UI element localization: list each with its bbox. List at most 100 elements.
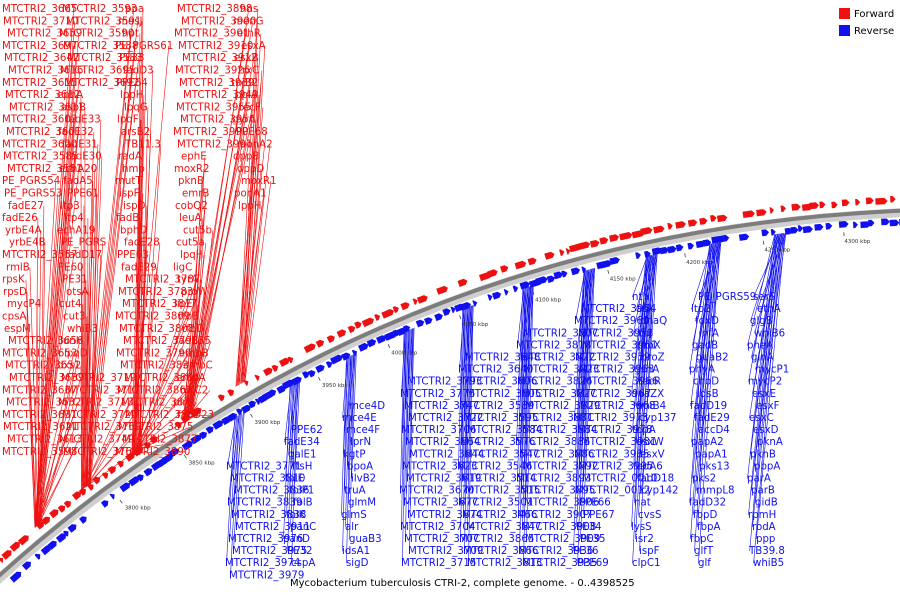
genome-backbone [0,208,900,578]
forward-gene-label: MTCTRI2_3719 [61,373,136,384]
forward-feature-arrow [271,364,279,372]
forward-feature-arrow [143,442,151,450]
reverse-leader-line [402,331,407,564]
forward-gene-label: PE_PGRS54 [2,176,60,187]
forward-gene-label: lunH [60,336,83,347]
reverse-gene-label: MTCTRI2_3514 [461,474,536,485]
forward-leader-line [34,119,74,528]
reverse-gene-label: MTCTRI2_3961 [582,340,657,351]
forward-gene-label: espM [4,324,31,335]
reverse-feature-arrow [330,354,343,365]
reverse-gene-label: MTCTRI2_3640 [458,365,533,376]
reverse-gene-label: glmM [348,498,376,509]
genome-backbone-shadow [0,208,900,584]
forward-leader-line [134,426,190,452]
forward-gene-label: embA [176,373,206,384]
forward-leader-line [89,291,91,485]
reverse-gene-label: MTCTRI2_3995 [578,461,653,472]
reverse-leader-line [526,285,534,540]
forward-leader-line [34,353,74,528]
reverse-leader-line [747,234,775,479]
reverse-leader-line [639,254,656,552]
forward-feature-arrow [354,321,362,329]
reverse-leader-line [752,233,781,527]
forward-leader-line [83,439,131,490]
forward-leader-line [131,316,187,454]
reverse-feature-arrow [236,408,243,416]
legend-forward-swatch [839,8,850,19]
reverse-gene-label: MTCTRI2_3836 [234,486,309,497]
forward-gene-label: echA19 [57,225,95,236]
reverse-gene-label: MTCTRI2_3807 [523,328,598,339]
reverse-leader-line [689,243,711,370]
reverse-gene-label: MTCTRI2_3466 [462,510,537,521]
reverse-gene-label: MTCTRI2_3964 [581,304,656,315]
reverse-leader-line [291,382,298,564]
forward-gene-label: MTCTRI2_3659 [7,29,82,40]
forward-gene-label: PE_PGRS [61,238,106,249]
forward-feature-arrow [63,500,71,509]
forward-leader-line [244,181,272,382]
reverse-leader-line [753,233,782,564]
forward-leader-line [40,107,81,523]
forward-gene-label: MTCTRI2_3990 [173,127,248,138]
reverse-gene-label: fadE34 [284,437,320,448]
forward-gene-label: MTCTRI2_3890 [115,447,190,458]
forward-feature-arrow [392,306,399,313]
reverse-leader-line [516,288,524,443]
reverse-gene-label: lysS [631,522,652,533]
reverse-gene-label: MTCTRI2_3866 [463,546,538,557]
reverse-feature-arrow [212,420,224,430]
forward-gene-label: MTCTRI2_3615 [2,78,77,89]
forward-gene-label: fadE26 [2,213,38,224]
forward-leader-line [89,21,138,485]
reverse-leader-line [519,287,527,419]
forward-feature-arrow [87,483,94,491]
reverse-leader-line [755,233,784,503]
forward-gene-label: PPE68 [236,127,268,138]
forward-gene-label: otsA [66,287,89,298]
reverse-gene-label: MTCTRI2_3747 [404,401,479,412]
reverse-leader-line [459,308,465,503]
reverse-feature-arrow [519,281,531,290]
forward-leader-line [236,119,257,387]
reverse-feature-arrow [366,339,377,348]
reverse-feature-arrow [109,493,115,500]
forward-feature-arrow [57,505,66,513]
forward-gene-label: leuA [179,213,202,224]
reverse-feature-arrow [302,371,310,379]
forward-gene-label: ponA1 [234,189,267,200]
reverse-feature-arrow [63,530,69,537]
reverse-leader-line [749,233,778,419]
forward-feature-arrow [361,317,374,328]
forward-feature-arrow [809,202,819,210]
reverse-gene-label: PPE67 [583,510,615,521]
reverse-leader-line [344,356,350,491]
forward-leader-line [241,205,263,384]
forward-gene-label: MTCTRI2_3656 [8,336,83,347]
forward-leader-line [83,168,96,489]
forward-leader-line [183,304,199,419]
forward-gene-label: MTCTRI2_3875 [118,422,193,433]
forward-gene-label: MTCTRI2_3588 [63,41,138,52]
reverse-gene-label: pks2 [692,474,716,485]
forward-gene-label: MTCTRI2_3910 [178,41,253,52]
tick-label: 3800 kbp [125,506,151,512]
forward-gene-label: fadD3 [123,66,154,77]
reverse-gene-label: whiB6 [754,328,785,339]
reverse-feature-arrow [47,540,57,550]
forward-leader-line [185,377,201,418]
reverse-gene-label: guaB3 [349,534,382,545]
reverse-leader-line [580,268,592,540]
tick-mark [607,269,610,274]
forward-gene-label: lpqD [64,348,88,359]
forward-leader-line [37,230,42,526]
reverse-feature-arrow [512,285,519,293]
reverse-feature-arrow [644,250,651,258]
reverse-leader-line [517,288,525,479]
reverse-leader-line [697,242,720,394]
reverse-feature-arrow [687,242,695,250]
gene-labels: MTCTRI2_3665MTCTRI2_3710MTCTRI2_3659MTCT… [2,4,789,581]
forward-gene-label: lppH [238,201,261,212]
tick-label: 4300 kbp [844,239,870,245]
